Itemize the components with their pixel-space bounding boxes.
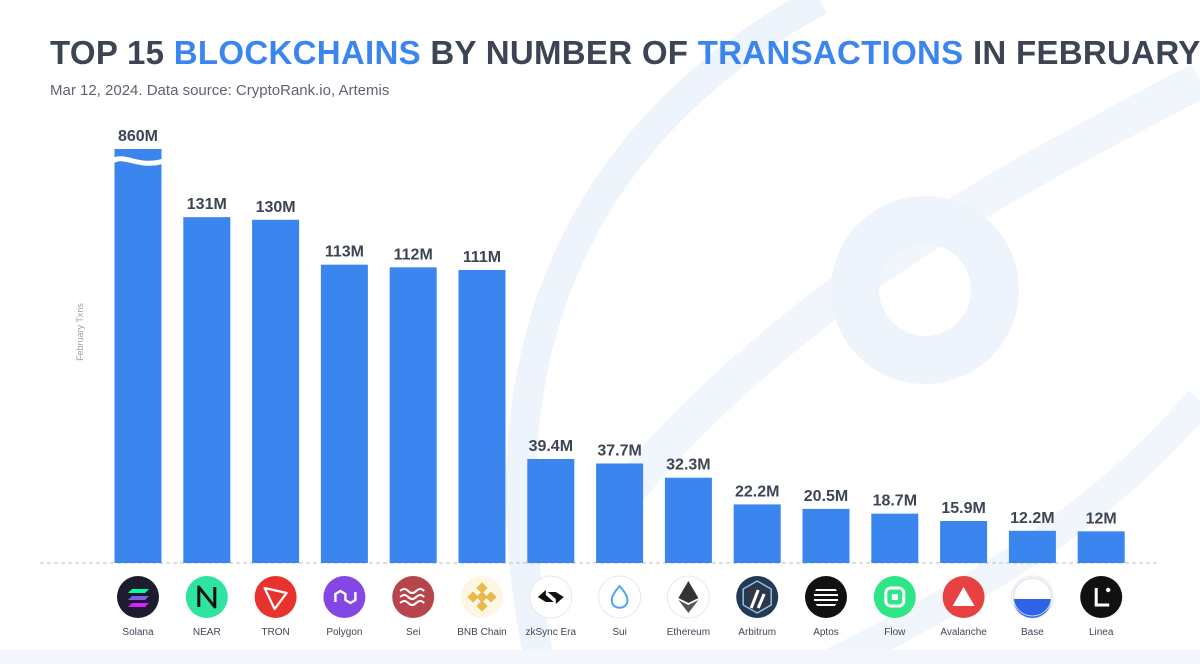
base-icon bbox=[1010, 575, 1054, 619]
category-label: Aptos bbox=[813, 627, 839, 638]
bar-tron bbox=[252, 219, 300, 564]
polygon-icon bbox=[323, 576, 366, 618]
sui-icon bbox=[598, 575, 642, 619]
category-label: Arbitrum bbox=[738, 627, 776, 638]
bar-value-label: 18.7M bbox=[873, 493, 917, 510]
category-label: Avalanche bbox=[940, 627, 987, 638]
bar-value-label: 130M bbox=[256, 199, 296, 216]
bar-value-label: 20.5M bbox=[804, 488, 848, 505]
bar-zksync-era bbox=[527, 458, 575, 563]
bar-value-label: 131M bbox=[187, 196, 227, 213]
arbitrum-icon bbox=[736, 576, 779, 618]
sei-icon bbox=[392, 576, 435, 618]
bar-value-label: 860M bbox=[118, 128, 158, 145]
linea-icon bbox=[1080, 576, 1123, 618]
bar-value-label: 113M bbox=[325, 244, 364, 261]
near-icon bbox=[185, 576, 228, 618]
solana-icon bbox=[117, 576, 159, 618]
bar-sui bbox=[596, 463, 644, 563]
zksync-era-icon bbox=[529, 575, 573, 619]
title-highlight: BLOCKCHAINS bbox=[173, 34, 421, 71]
bar-bnb-chain bbox=[458, 269, 506, 563]
axis-break-mark bbox=[111, 156, 165, 166]
footer-strip bbox=[0, 650, 1200, 664]
chart-subtitle: Mar 12, 2024. Data source: CryptoRank.io… bbox=[50, 82, 390, 99]
bar-value-label: 12M bbox=[1086, 510, 1117, 527]
bnb-chain-icon bbox=[461, 576, 503, 618]
bar-value-label: 32.3M bbox=[666, 457, 710, 474]
category-label: zkSync Era bbox=[526, 627, 577, 638]
title-part: IN FEBRUARY bbox=[963, 34, 1200, 71]
bar-value-label: 112M bbox=[394, 246, 433, 263]
tron-icon bbox=[254, 576, 297, 618]
category-label: TRON bbox=[261, 627, 289, 638]
title-highlight: TRANSACTIONS bbox=[697, 34, 964, 71]
bar-value-label: 39.4M bbox=[529, 438, 573, 455]
category-label: Solana bbox=[122, 627, 154, 638]
title-part: BY NUMBER OF bbox=[420, 34, 698, 71]
bar-base bbox=[1008, 530, 1056, 563]
flow-icon bbox=[873, 576, 916, 618]
bar-ethereum bbox=[664, 477, 712, 563]
bar-polygon bbox=[320, 264, 368, 563]
bar-value-label: 37.7M bbox=[597, 442, 641, 459]
category-label: Sei bbox=[406, 627, 420, 638]
category-label: Sui bbox=[612, 627, 626, 638]
bar-sei bbox=[389, 267, 437, 563]
avalanche-icon bbox=[942, 576, 985, 618]
bar-value-label: 22.2M bbox=[735, 483, 779, 500]
bar-value-label: 15.9M bbox=[941, 500, 985, 517]
category-label: Polygon bbox=[326, 627, 362, 638]
category-label: Base bbox=[1021, 627, 1044, 638]
bar-value-label: 111M bbox=[463, 249, 501, 266]
bar-value-label: 12.2M bbox=[1010, 510, 1054, 527]
title-part: TOP 15 bbox=[50, 34, 174, 71]
category-label: Flow bbox=[884, 627, 906, 638]
ethereum-icon bbox=[666, 575, 710, 619]
aptos-icon bbox=[805, 576, 847, 618]
bar-near bbox=[183, 217, 231, 563]
category-label: NEAR bbox=[193, 627, 221, 638]
bar-solana bbox=[114, 149, 162, 563]
bar-avalanche bbox=[940, 521, 988, 563]
bar-linea bbox=[1077, 531, 1125, 563]
category-label: Ethereum bbox=[667, 627, 710, 638]
bar-flow bbox=[871, 513, 919, 563]
bar-aptos bbox=[802, 508, 850, 563]
category-label: Linea bbox=[1089, 627, 1114, 638]
chart-title: TOP 15 BLOCKCHAINS BY NUMBER OF TRANSACT… bbox=[50, 34, 1200, 72]
category-label: BNB Chain bbox=[457, 627, 506, 638]
bar-arbitrum bbox=[733, 504, 781, 563]
